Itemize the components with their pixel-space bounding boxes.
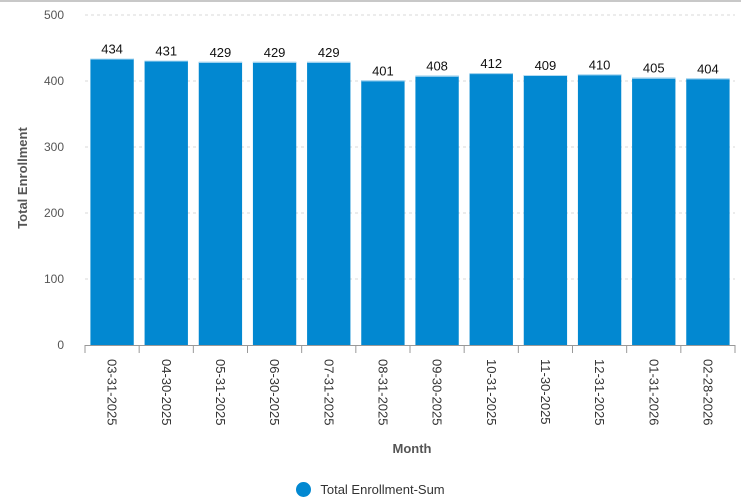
bar-chart: 0 100 200 300 400 500 434 431 429 429 429 401 408 41… (15, 8, 736, 456)
bar (415, 75, 459, 345)
y-axis-ticks: 0 100 200 300 400 500 (44, 8, 64, 352)
data-label: 404 (697, 61, 719, 76)
bar (198, 61, 243, 346)
bar (361, 80, 405, 345)
bar (252, 61, 297, 346)
y-tick-label: 500 (44, 8, 64, 22)
data-label: 434 (101, 42, 123, 57)
x-tick-label: 11-30-2025 (538, 359, 553, 425)
bar (686, 78, 730, 346)
x-tick-label: 02-28-2026 (700, 359, 715, 426)
x-tick-label: 01-31-2026 (646, 359, 661, 426)
x-axis: 03-31-2025 04-30-2025 05-31-2025 06-30-2025… (84, 345, 736, 426)
x-tick-label: 05-31-2025 (213, 359, 228, 426)
bar (90, 58, 134, 346)
data-label: 408 (426, 59, 448, 74)
data-label: 429 (318, 45, 340, 60)
y-axis-title: Total Enrollment (15, 127, 30, 229)
x-tick-label: 12-31-2025 (592, 359, 607, 426)
bar (632, 77, 676, 345)
y-tick-label: 200 (44, 206, 64, 220)
legend-item[interactable]: Total Enrollment-Sum (296, 482, 445, 497)
y-tick-label: 100 (44, 272, 64, 286)
data-label: 431 (155, 44, 177, 59)
data-label: 410 (589, 57, 611, 72)
data-label: 405 (643, 61, 665, 76)
top-border (0, 0, 741, 2)
data-label: 401 (372, 63, 394, 78)
x-tick-label: 10-31-2025 (484, 359, 499, 426)
x-tick-label: 09-30-2025 (430, 359, 445, 426)
x-tick-label: 03-31-2025 (105, 359, 120, 426)
x-axis-title: Month (393, 441, 432, 456)
y-tick-label: 0 (57, 338, 64, 352)
data-label: 429 (210, 45, 232, 60)
data-label: 412 (480, 56, 502, 71)
x-tick-label: 07-31-2025 (321, 359, 336, 426)
legend-marker (296, 482, 312, 497)
data-label: 409 (535, 58, 557, 73)
data-labels: 434 431 429 429 429 401 408 412 409 410 405 404 (101, 42, 719, 79)
bar (307, 61, 351, 346)
y-tick-label: 300 (44, 140, 64, 154)
x-tick-label: 04-30-2025 (159, 359, 174, 426)
bar (469, 73, 513, 345)
x-tick-label: 08-31-2025 (375, 359, 390, 426)
gridlines (85, 14, 735, 280)
bar (144, 60, 188, 345)
data-label: 429 (264, 45, 286, 60)
bar (523, 75, 568, 345)
x-tick-label: 06-30-2025 (267, 359, 282, 426)
bar (577, 74, 622, 346)
legend-label: Total Enrollment-Sum (320, 482, 445, 497)
legend: Total Enrollment-Sum (0, 481, 741, 498)
bars (90, 58, 730, 346)
y-tick-label: 400 (44, 74, 64, 88)
